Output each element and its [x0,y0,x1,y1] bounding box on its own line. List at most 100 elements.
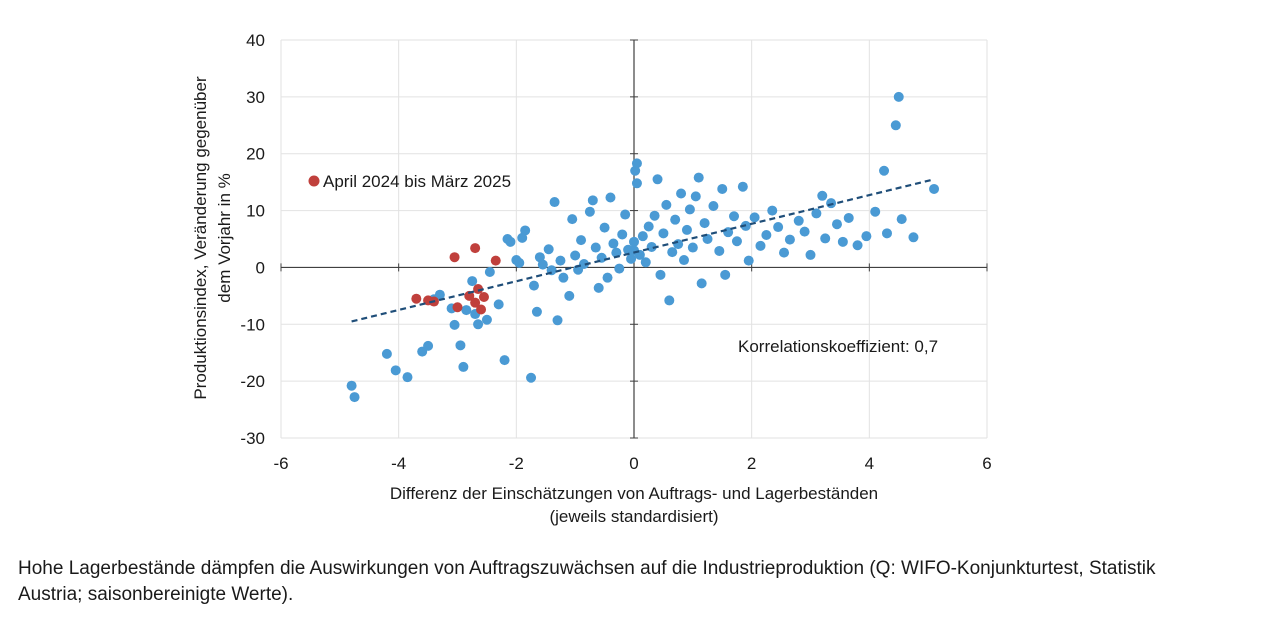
data-point [737,181,748,192]
highlight-point [470,243,481,254]
data-point [779,247,790,258]
y-tick-label: -10 [240,315,265,334]
data-point [664,295,675,306]
data-point [784,234,795,245]
data-point [729,211,740,222]
data-point [590,242,601,253]
data-point [481,314,492,325]
data-point [655,269,666,280]
data-point [708,201,719,212]
data-point [584,206,595,217]
data-point [614,263,625,274]
data-point [499,355,510,366]
x-tick-label: 6 [982,454,991,473]
data-point [381,348,392,359]
data-point [576,235,587,246]
data-point [493,299,504,310]
x-tick-label: 2 [747,454,756,473]
x-axis-title-line1: Differenz der Einschätzungen von Auftrag… [390,484,878,503]
data-point [455,340,466,351]
data-point [687,242,698,253]
data-point [461,305,472,316]
data-point [593,282,604,293]
data-point [558,272,569,283]
data-point [673,239,684,250]
data-point [679,255,690,266]
data-point [629,236,639,247]
data-point [520,225,531,236]
figure-caption: Hohe Lagerbestände dämpfen die Auswirkun… [18,558,1156,605]
data-point [626,253,637,264]
data-point [484,266,495,277]
data-point [555,255,566,266]
data-point [549,197,560,208]
highlight-point [490,255,501,266]
data-point [702,234,713,244]
highlight-point [452,302,463,313]
data-point [749,212,760,223]
legend-marker [308,175,320,187]
data-point [896,214,907,225]
data-point [893,91,904,102]
trendline-group [351,178,935,323]
data-point [587,195,598,206]
data-point [649,210,660,221]
y-tick-label: 40 [246,31,265,50]
x-tick-label: -6 [273,454,288,473]
data-point [531,306,542,317]
data-point [929,183,940,194]
highlight-point [464,290,475,301]
data-point [458,361,469,372]
y-tick-label: 20 [246,145,265,164]
y-tick-label: -30 [240,429,265,448]
data-point [402,372,413,383]
data-point [817,190,828,201]
correlation-annotation: Korrelationskoeffizient: 0,7 [738,337,938,356]
data-point [646,241,657,252]
y-tick-label: 30 [246,88,265,107]
data-point [881,228,892,239]
highlight-point [476,304,487,315]
x-tick-label: 0 [629,454,638,473]
highlight-point [411,293,422,304]
data-point [890,120,901,131]
data-point [564,290,575,301]
data-point [720,269,731,280]
data-point [696,278,707,289]
data-point [505,236,516,247]
highlight-point [478,291,489,302]
data-point [852,240,863,251]
data-point [743,255,754,266]
highlight-point [449,252,460,263]
legend: April 2024 bis März 2025 [308,172,511,191]
x-tick-label: 4 [865,454,874,473]
data-point [449,319,460,330]
data-point [843,212,854,223]
data-point [717,183,728,194]
data-point [731,236,742,247]
data-point [658,228,669,239]
data-point [349,392,360,403]
data-point [605,192,616,203]
data-point [631,178,642,189]
x-axis-title-line2: (jeweils standardisiert) [549,507,718,526]
data-point [537,259,548,270]
data-point [861,231,872,242]
data-point [434,289,445,300]
y-tick-label: -20 [240,372,265,391]
data-point [473,319,484,330]
data-point [661,199,672,210]
data-point [631,158,642,169]
data-point [652,174,663,185]
data-point [826,198,837,209]
data-point [567,214,578,225]
data-point [755,240,766,251]
trendline [351,178,935,323]
data-point [799,226,810,237]
data-point [699,218,710,229]
data-point [908,232,919,243]
data-point [578,259,589,270]
data-point [773,222,784,233]
data-point [602,272,613,283]
data-point [820,233,831,244]
